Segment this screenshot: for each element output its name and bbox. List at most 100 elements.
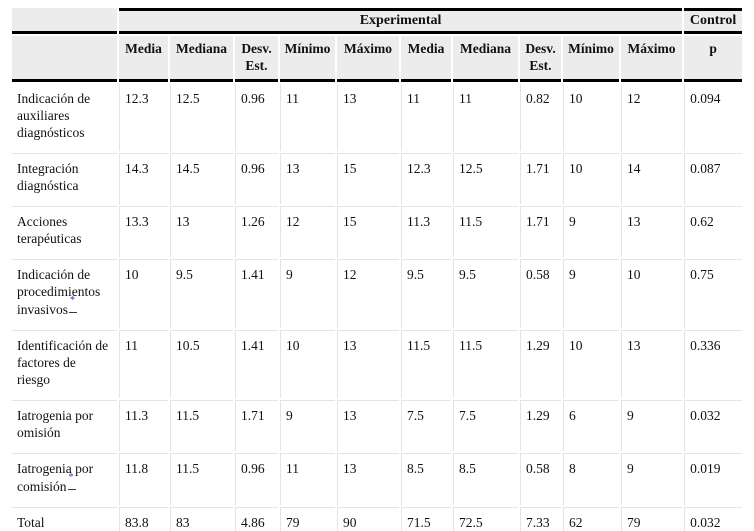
data-cell: 13 <box>280 153 335 204</box>
data-cell: 9 <box>280 259 335 328</box>
data-cell: 12.5 <box>170 84 233 151</box>
data-cell: 0.58 <box>520 453 561 505</box>
table-row: Iatrogenia por comisión * 11.8 11.5 0.96 … <box>12 453 743 505</box>
data-cell: 12.3 <box>119 84 168 151</box>
column-header-mediana-2: Mediana <box>453 36 518 82</box>
row-label-text: Identificación de factores de riesgo <box>17 338 109 387</box>
data-cell: 13 <box>621 206 683 257</box>
data-cell: 8.5 <box>401 453 451 505</box>
table-row: Indicación de auxiliares diagnósticos 12… <box>12 84 743 151</box>
data-cell: 6 <box>563 400 619 451</box>
table-row: Identificación de factores de riesgo 11 … <box>12 330 743 398</box>
row-label: Identificación de factores de riesgo <box>12 330 117 398</box>
column-header-media-1: Media <box>119 36 168 82</box>
group-header-experimental: Experimental <box>119 8 683 34</box>
data-cell: 0.032 <box>684 400 743 451</box>
data-cell: 13 <box>337 400 399 451</box>
data-cell: 11 <box>280 453 335 505</box>
corner-cell <box>12 8 117 34</box>
column-header-blank <box>12 36 117 82</box>
data-cell: 9.5 <box>453 259 518 328</box>
data-cell: 13 <box>170 206 233 257</box>
data-cell: 11 <box>119 330 168 398</box>
data-cell: 10 <box>563 153 619 204</box>
row-label: Iatrogenia por omisión <box>12 400 117 451</box>
row-label: Indicación de auxiliares diagnósticos <box>12 84 117 151</box>
data-cell: 0.094 <box>684 84 743 151</box>
table-row: Indicación de procedimientos invasivos * … <box>12 259 743 328</box>
data-cell: 13 <box>337 330 399 398</box>
table-row: Iatrogenia por omisión 11.3 11.5 1.71 9 … <box>12 400 743 451</box>
column-header-maximo-1: Máximo <box>337 36 399 82</box>
data-cell: 11 <box>280 84 335 151</box>
data-cell: 72.5 <box>453 507 518 531</box>
data-cell: 83 <box>170 507 233 531</box>
data-cell: 90 <box>337 507 399 531</box>
data-cell: 9 <box>280 400 335 451</box>
data-cell: 83.8 <box>119 507 168 531</box>
data-cell: 62 <box>563 507 619 531</box>
row-label-text: Total <box>17 515 45 530</box>
row-label-text: Iatrogenia por omisión <box>17 408 94 440</box>
data-cell: 8 <box>563 453 619 505</box>
column-header-desv-est-2: Desv. Est. <box>520 36 561 82</box>
data-cell: 1.71 <box>235 400 278 451</box>
row-label-text: Integración diagnóstica <box>17 161 79 193</box>
data-cell: 11.3 <box>401 206 451 257</box>
column-header-maximo-2: Máximo <box>621 36 683 82</box>
data-cell: 9 <box>563 206 619 257</box>
data-cell: 4.86 <box>235 507 278 531</box>
column-header-minimo-2: Mínimo <box>563 36 619 82</box>
column-header-minimo-1: Mínimo <box>280 36 335 82</box>
row-label-text: Indicación de auxiliares diagnósticos <box>17 91 91 140</box>
data-cell: 11.5 <box>170 400 233 451</box>
data-cell: 10 <box>280 330 335 398</box>
data-cell: 1.26 <box>235 206 278 257</box>
column-header-p: p <box>684 36 743 82</box>
data-cell: 7.5 <box>401 400 451 451</box>
data-cell: 0.96 <box>235 453 278 505</box>
group-header-control: Control <box>684 8 743 34</box>
data-cell: 11.3 <box>119 400 168 451</box>
data-cell: 8.5 <box>453 453 518 505</box>
data-cell: 12 <box>621 84 683 151</box>
data-cell: 1.41 <box>235 259 278 328</box>
data-cell: 79 <box>621 507 683 531</box>
data-cell: 10 <box>119 259 168 328</box>
data-cell: 1.71 <box>520 206 561 257</box>
data-cell: 1.29 <box>520 330 561 398</box>
data-cell: 14.5 <box>170 153 233 204</box>
data-cell: 12.3 <box>401 153 451 204</box>
data-cell: 11.5 <box>401 330 451 398</box>
row-label-text: Acciones terapéuticas <box>17 214 82 246</box>
data-cell: 9.5 <box>170 259 233 328</box>
data-cell: 9 <box>621 453 683 505</box>
row-label: Total <box>12 507 117 531</box>
row-label: Integración diagnóstica <box>12 153 117 204</box>
data-cell: 13.3 <box>119 206 168 257</box>
data-cell: 13 <box>621 330 683 398</box>
row-label-text: Indicación de procedimientos invasivos <box>17 267 101 317</box>
footnote-link[interactable]: * <box>67 473 76 491</box>
data-cell: 1.41 <box>235 330 278 398</box>
data-cell: 1.29 <box>520 400 561 451</box>
row-label: Acciones terapéuticas <box>12 206 117 257</box>
data-cell: 13 <box>337 453 399 505</box>
column-header-row: Media Mediana Desv. Est. Mínimo Máximo M… <box>12 36 743 82</box>
data-cell: 12 <box>337 259 399 328</box>
footnote-asterisk-icon[interactable]: * <box>68 472 74 483</box>
footnote-link[interactable]: * <box>69 296 78 314</box>
data-cell: 11.5 <box>170 453 233 505</box>
data-cell: 0.82 <box>520 84 561 151</box>
group-header-row: Experimental Control <box>12 8 743 34</box>
data-cell: 10.5 <box>170 330 233 398</box>
data-cell: 9 <box>563 259 619 328</box>
data-cell: 10 <box>621 259 683 328</box>
data-cell: 7.5 <box>453 400 518 451</box>
data-cell: 0.032 <box>684 507 743 531</box>
footnote-asterisk-icon[interactable]: * <box>70 295 76 306</box>
table-row-total: Total 83.8 83 4.86 79 90 71.5 72.5 7.33 … <box>12 507 743 531</box>
data-cell: 11.5 <box>453 206 518 257</box>
column-header-mediana-1: Mediana <box>170 36 233 82</box>
